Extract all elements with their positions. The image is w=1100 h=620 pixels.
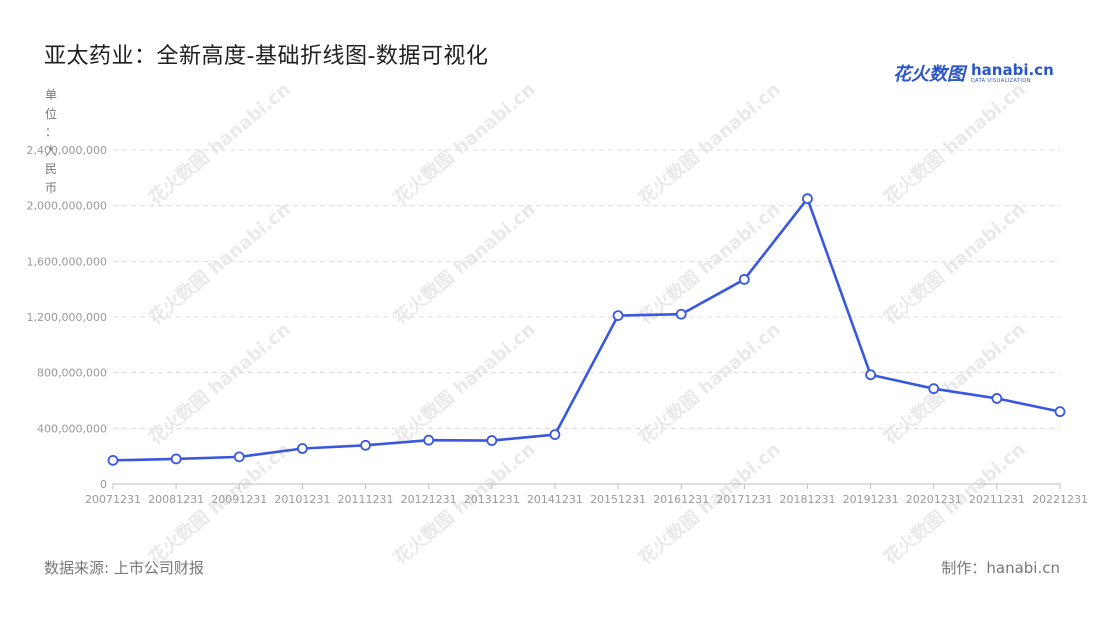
x-tick-label: 20081231 [148,493,204,506]
y-axis-unit-label: 单位 ： 人民币 [44,86,58,197]
unit-char: 民 [44,162,57,176]
brand-logo: 花火数图 hanabi.cn DATA VISUALIZATION [893,60,1054,86]
x-tick-label: 20071231 [85,493,141,506]
data-point [612,310,624,322]
brand-logo-en: hanabi.cn [971,60,1054,79]
brand-logo-sub: DATA VISUALIZATION [971,77,1031,84]
y-tick-label: 800,000,000 [37,367,107,380]
brand-logo-en-block: hanabi.cn DATA VISUALIZATION [971,60,1054,84]
series-layer [107,193,1066,466]
y-tick-label: 0 [100,478,107,491]
x-axis-ticks: 20071231 20081231 20091231 20101231 20111231… [85,484,1088,506]
brand-logo-cn: 花火数图 [893,64,965,85]
x-tick-label: 20121231 [401,493,457,506]
data-point [233,451,245,463]
data-point [170,453,182,465]
data-point [486,435,498,446]
unit-char: ： [44,125,57,139]
x-tick-label: 20171231 [716,493,772,506]
data-point [423,434,435,446]
x-tick-label: 20191231 [843,493,899,506]
data-point [549,429,561,440]
y-tick-label: 1,200,000,000 [27,311,107,324]
maker-note: 制作：hanabi.cn [941,559,1060,577]
data-point [738,274,750,285]
data-point [1054,406,1066,418]
unit-char: 位 [44,106,57,121]
y-axis-ticks: 0 400,000,000 800,000,000 1,200,000,000 1,60… [27,144,107,491]
x-tick-label: 20111231 [338,493,394,506]
x-tick-label: 20101231 [274,493,330,506]
data-point [296,443,308,454]
x-tick-label: 20211231 [969,493,1025,506]
y-tick-label: 2,400,000,000 [27,144,107,157]
data-point [360,439,371,451]
data-point [675,308,687,320]
data-point [991,393,1003,404]
x-tick-label: 20181231 [779,493,835,506]
data-point [865,369,876,381]
data-source-note: 数据来源: 上市公司财报 [44,559,204,577]
x-tick-label: 20221231 [1032,493,1088,506]
y-tick-label: 2,000,000,000 [27,200,107,213]
data-point [928,383,940,395]
chart-title: 亚太药业：全新高度-基础折线图-数据可视化 [44,44,489,69]
unit-char: 人 [44,143,57,158]
x-tick-label: 20201231 [906,493,962,506]
data-point [802,193,813,205]
x-tick-label: 20131231 [464,493,520,506]
grid-lines [113,149,1060,485]
unit-char: 币 [44,180,57,195]
x-tick-label: 20091231 [211,493,267,506]
data-point [107,454,119,466]
unit-char: 单 [44,88,57,102]
x-tick-label: 20141231 [527,493,583,506]
x-tick-label: 20161231 [653,493,709,506]
series-line [112,197,1061,462]
y-tick-label: 400,000,000 [37,422,107,435]
y-tick-label: 1,600,000,000 [27,255,107,268]
x-tick-label: 20151231 [590,493,646,506]
